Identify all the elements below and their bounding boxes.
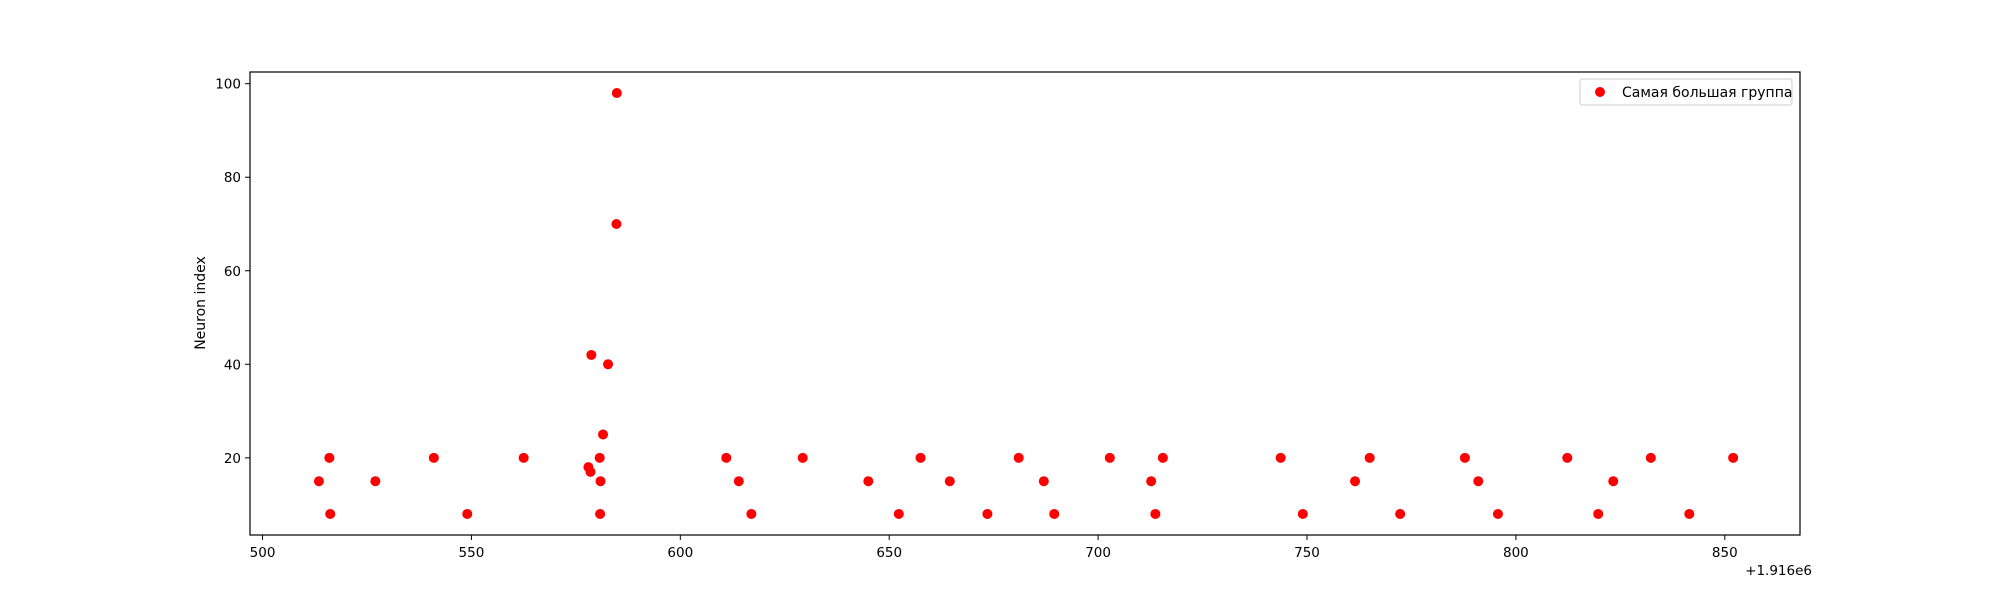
data-point xyxy=(585,466,596,477)
data-point xyxy=(370,476,381,487)
y-tick-label: 40 xyxy=(224,357,241,373)
data-point xyxy=(595,476,606,487)
data-point xyxy=(1728,452,1739,463)
legend: Самая большая группа xyxy=(1579,78,1793,106)
data-point xyxy=(1593,508,1604,519)
axes-frame xyxy=(249,71,1801,536)
data-point xyxy=(1104,452,1115,463)
legend-label: Самая большая группа xyxy=(1622,85,1792,101)
data-point xyxy=(1038,476,1049,487)
x-tick-label: 650 xyxy=(876,545,902,561)
y-axis-label: Neuron index xyxy=(193,256,209,350)
data-point xyxy=(1395,508,1406,519)
data-point xyxy=(1562,452,1573,463)
data-point xyxy=(462,508,473,519)
x-tick-label: 850 xyxy=(1712,545,1738,561)
x-tick-label: 500 xyxy=(250,545,276,561)
data-point xyxy=(863,476,874,487)
x-axis-ticks: 500 550 600 650 700 750 800 850 xyxy=(250,535,1738,561)
data-point xyxy=(1013,452,1024,463)
data-point xyxy=(324,452,335,463)
data-point xyxy=(733,476,744,487)
data-point xyxy=(594,452,605,463)
data-point xyxy=(1608,476,1619,487)
data-points-layer xyxy=(313,88,1739,519)
y-axis-ticks: 20 40 60 80 100 xyxy=(215,77,250,467)
data-point xyxy=(595,508,606,519)
data-point xyxy=(325,508,336,519)
data-point xyxy=(1492,508,1503,519)
data-point xyxy=(746,508,757,519)
data-point xyxy=(428,452,439,463)
x-tick-label: 600 xyxy=(667,545,693,561)
data-point xyxy=(586,349,597,360)
data-point xyxy=(982,508,993,519)
data-point xyxy=(1275,452,1286,463)
data-point xyxy=(1146,476,1157,487)
y-tick-label: 60 xyxy=(224,264,241,280)
data-point xyxy=(1459,452,1470,463)
y-tick-label: 80 xyxy=(224,170,241,186)
x-tick-label: 750 xyxy=(1294,545,1320,561)
data-point xyxy=(518,452,529,463)
x-tick-label: 550 xyxy=(459,545,485,561)
data-point xyxy=(1364,452,1375,463)
y-tick-label: 20 xyxy=(224,451,241,467)
data-point xyxy=(1049,508,1060,519)
x-tick-label: 800 xyxy=(1503,545,1529,561)
data-point xyxy=(1150,508,1161,519)
data-point xyxy=(313,476,324,487)
data-point xyxy=(915,452,926,463)
legend-marker xyxy=(1595,87,1605,97)
data-point xyxy=(611,88,622,99)
data-point xyxy=(603,359,614,370)
data-point xyxy=(797,452,808,463)
legend-box xyxy=(1579,78,1793,106)
data-point xyxy=(1684,508,1695,519)
data-point xyxy=(1350,476,1361,487)
data-point xyxy=(1157,452,1168,463)
y-tick-label: 100 xyxy=(215,77,241,93)
x-tick-label: 700 xyxy=(1085,545,1111,561)
data-point xyxy=(893,508,904,519)
data-point xyxy=(611,218,622,229)
data-point xyxy=(721,452,732,463)
data-point xyxy=(1297,508,1308,519)
data-point xyxy=(1645,452,1656,463)
data-point xyxy=(1473,476,1484,487)
x-axis-offset-label: +1.916e6 xyxy=(1745,563,1812,579)
data-point xyxy=(944,476,955,487)
data-point xyxy=(598,429,609,440)
